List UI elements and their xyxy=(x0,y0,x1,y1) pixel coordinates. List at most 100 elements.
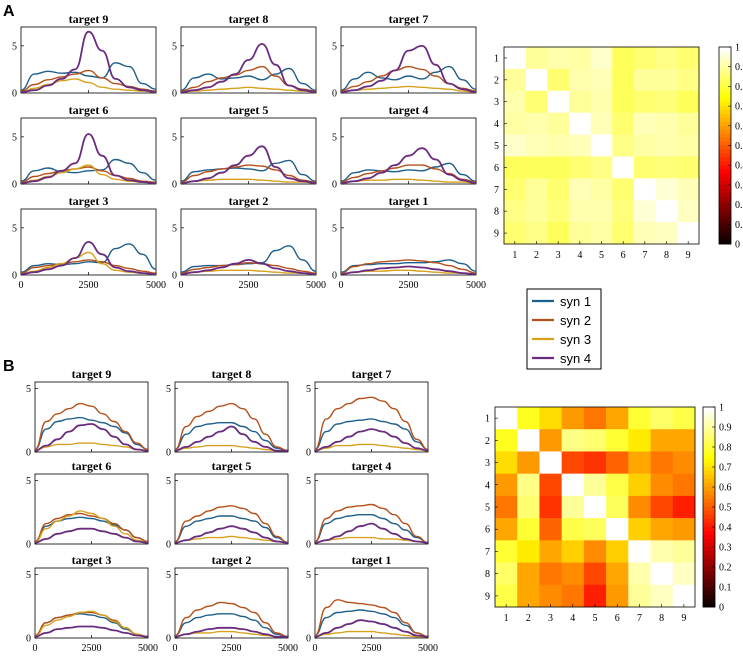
y-tick-label: 0 xyxy=(166,448,171,459)
heatmap-cell xyxy=(672,451,696,474)
colorbar-segment xyxy=(719,82,731,87)
heatmap-a: 1 1 2 2 3 3 4 4 5 5 6 6 7 7 8 8 9 9 xyxy=(494,46,700,261)
series-line-syn-3 xyxy=(314,630,428,638)
heatmap-y-label: 3 xyxy=(485,458,490,469)
heatmap-cell xyxy=(677,90,700,113)
heatmap-cell xyxy=(606,495,629,519)
x-tick-label: 2500 xyxy=(79,280,99,291)
series-line-syn-3 xyxy=(34,510,149,544)
y-tick-label: 0 xyxy=(166,634,171,645)
series-line-syn-4 xyxy=(34,527,149,544)
heatmap-y-label: 8 xyxy=(494,207,499,218)
heatmap-cell xyxy=(517,429,540,452)
series-line-syn-2 xyxy=(340,164,477,183)
series-line-syn-2 xyxy=(180,164,317,183)
heatmap-cell xyxy=(525,90,548,113)
heatmap-cell xyxy=(569,68,591,92)
series-line-syn-3 xyxy=(340,178,477,184)
chart-b-target-7: target 7 0 5 xyxy=(306,367,429,459)
colorbar-segment xyxy=(703,567,715,572)
heatmap-cell xyxy=(561,473,585,497)
heatmap-cell xyxy=(606,407,629,430)
heatmap-cell xyxy=(612,134,635,157)
colorbar-tick-label: 0 xyxy=(735,240,740,251)
heatmap-cell xyxy=(525,200,548,223)
heatmap-cell xyxy=(672,473,696,497)
colorbar-segment xyxy=(719,113,731,119)
series-line-syn-3 xyxy=(314,443,429,452)
heatmap-y-label: 2 xyxy=(485,436,490,447)
y-tick-label: 0 xyxy=(26,634,31,645)
heatmap-cell xyxy=(634,222,656,245)
heatmap-b: 1 1 2 2 3 3 4 4 5 5 6 6 7 7 8 8 9 9 xyxy=(485,406,696,624)
heatmap-cell xyxy=(495,473,518,497)
heatmap-cell xyxy=(525,222,548,245)
y-tick-label: 0 xyxy=(12,180,17,191)
heatmap-cell xyxy=(606,451,629,474)
series-line-syn-4 xyxy=(20,30,157,93)
colorbar-segment xyxy=(719,54,731,60)
series-line-syn-4 xyxy=(20,133,157,184)
legend-label-syn4: syn 4 xyxy=(560,351,591,366)
chart-b-target-8: target 8 0 5 xyxy=(166,367,289,459)
colorbar-segment xyxy=(703,431,715,436)
series-line-syn-3 xyxy=(180,86,317,93)
x-tick-label: 5000 xyxy=(138,643,158,654)
plot-title: target 9 xyxy=(72,367,112,381)
heatmap-cell xyxy=(504,134,526,157)
series-line-syn-1 xyxy=(180,67,317,91)
heatmap-cell xyxy=(525,156,548,179)
chart-a-target-7: target 7 0 5 xyxy=(332,12,477,100)
y-tick-label: 0 xyxy=(332,89,337,100)
series-line-syn-4 xyxy=(314,619,429,638)
y-tick-label: 5 xyxy=(12,132,17,143)
y-tick-label: 5 xyxy=(172,223,177,234)
heatmap-x-label: 7 xyxy=(642,250,647,261)
heatmap-cell xyxy=(672,562,696,586)
colorbar-segment xyxy=(703,539,715,544)
series-line-syn-4 xyxy=(34,625,149,638)
heatmap-cell xyxy=(561,495,585,519)
heatmap-x-label: 5 xyxy=(599,250,604,261)
chart-b-target-3: target 3 0 5 0 2500 5000 xyxy=(26,553,158,654)
heatmap-cell xyxy=(547,156,570,179)
colorbar-segment xyxy=(703,499,715,504)
series-line-syn-2 xyxy=(34,512,149,543)
heatmap-cell xyxy=(650,429,674,452)
heatmap-cell xyxy=(634,200,656,223)
heatmap-cell xyxy=(569,222,591,245)
colorbar-segment xyxy=(703,531,715,536)
heatmap-cell xyxy=(539,518,562,541)
heatmap-cell xyxy=(525,112,548,135)
heatmap-cell xyxy=(655,90,678,113)
heatmap-x-label: 3 xyxy=(556,250,561,261)
colorbar-segment xyxy=(719,153,731,158)
heatmap-cell xyxy=(569,178,591,201)
y-tick-label: 5 xyxy=(12,41,17,52)
colorbar-segment xyxy=(703,423,715,428)
colorbar-segment xyxy=(719,62,731,68)
colorbar-segment xyxy=(703,491,715,496)
heatmap-cell xyxy=(628,451,651,474)
heatmap-cell xyxy=(634,68,656,92)
heatmap-y-label: 3 xyxy=(494,97,499,108)
plot-title: target 7 xyxy=(352,367,392,381)
heatmap-cell xyxy=(539,495,562,519)
colorbar-segment xyxy=(703,451,715,456)
y-tick-label: 0 xyxy=(166,540,171,551)
heatmap-cell xyxy=(561,429,585,452)
heatmap-x-label: 5 xyxy=(593,613,598,624)
plot-title: target 6 xyxy=(72,459,112,473)
y-tick-label: 5 xyxy=(26,384,31,395)
colorbar-segment xyxy=(719,137,731,142)
y-tick-label: 5 xyxy=(332,132,337,143)
plot-title: target 2 xyxy=(212,553,252,567)
plot-frame xyxy=(174,381,289,453)
heatmap-y-label: 9 xyxy=(485,591,490,602)
series-line-syn-3 xyxy=(20,78,157,93)
colorbar-segment xyxy=(703,483,715,488)
heatmap-cell xyxy=(517,562,540,586)
heatmap-cell xyxy=(634,178,656,201)
heatmap-cell xyxy=(650,451,674,474)
